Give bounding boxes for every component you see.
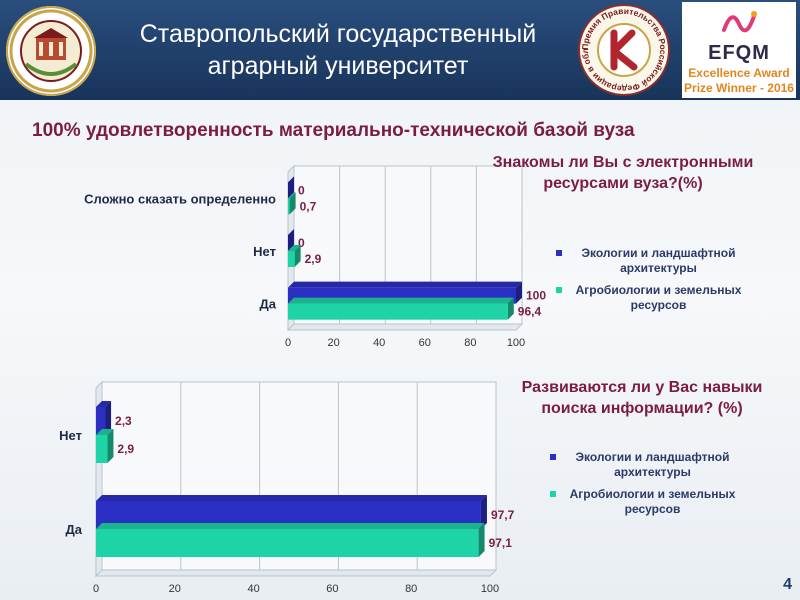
category-label: Да (260, 297, 277, 312)
chart1-title-line-1: Знакомы ли Вы с электронными (492, 154, 754, 171)
bar (96, 435, 108, 463)
legend-label-line: Экологии и ландшафтной (575, 450, 730, 464)
data-label: 0 (298, 236, 305, 250)
chart1-title-line-2: ресурсами вуза?(%) (543, 175, 703, 192)
x-tick-label: 80 (464, 337, 476, 349)
plot-floor (94, 569, 498, 577)
data-label: 2,9 (305, 252, 322, 266)
title-line-1: Ставропольский государственный (139, 20, 537, 48)
legend-label-line: Агробиологии и земельных (569, 487, 736, 501)
legend-swatch (556, 250, 562, 256)
legend-swatch (550, 491, 556, 497)
bar (288, 251, 295, 267)
chart1-legend: Экологии и ландшафтной архитектуры Агроб… (556, 246, 752, 320)
bar-top (288, 297, 514, 304)
data-label: 97,7 (491, 508, 515, 522)
chart2-title-line-2: поиска информации? (%) (541, 400, 743, 417)
bar (288, 303, 508, 320)
x-tick-label: 60 (326, 583, 338, 595)
bar-top (288, 245, 301, 251)
bar-top (96, 401, 112, 407)
bar-end (507, 297, 514, 320)
bar (96, 529, 479, 557)
x-tick-label: 100 (481, 583, 499, 595)
title-line-2: аграрный университет (207, 52, 469, 80)
quality-award-seal-icon: Премия Правительства Российской Федераци… (573, 0, 672, 97)
x-tick-label: 40 (247, 583, 259, 595)
x-tick-label: 60 (419, 337, 431, 349)
x-tick-label: 20 (327, 337, 339, 349)
data-label: 2,3 (115, 414, 132, 428)
chart2-title: Развиваются ли у Вас навыки поиска инфор… (492, 377, 792, 419)
chart2-legend-series-1: Экологии и ландшафтной архитектуры (550, 450, 746, 480)
bar-end (480, 495, 487, 529)
category-label: Нет (59, 428, 82, 443)
data-label: 96,4 (518, 305, 542, 319)
x-tick-label: 0 (93, 583, 99, 595)
category-label: Сложно сказать определенно (84, 191, 276, 206)
data-label: 0,7 (300, 199, 317, 213)
x-tick-label: 0 (285, 337, 291, 349)
category-label: Да (66, 522, 83, 537)
bar-end (294, 245, 301, 267)
bar-end (105, 401, 112, 435)
data-label: 97,1 (489, 536, 513, 550)
x-tick-label: 20 (169, 583, 181, 595)
chart2-legend-series-2: Агробиологии и земельных ресурсов (550, 487, 746, 517)
x-tick-label: 100 (507, 337, 525, 349)
data-label: 0 (298, 183, 305, 197)
data-label: 2,9 (117, 442, 134, 456)
efqm-logo-icon (722, 11, 757, 33)
bar-top (96, 495, 487, 501)
bar-end (288, 229, 294, 251)
efqm-award-line: Excellence Award (688, 66, 790, 80)
bar-end (478, 523, 485, 557)
chart2-legend: Экологии и ландшафтной архитектуры Агроб… (550, 450, 746, 524)
bar-top (288, 281, 522, 288)
chart-search-skills: 0 20 40 60 80 100 Нет 2,3 2,9 Да 97,7 97,1 (59, 380, 515, 595)
category-label: Нет (253, 244, 276, 259)
legend-label-line: ресурсов (630, 298, 687, 312)
chart-electronic-resources: 0 20 40 60 80 100 Сложно сказать определенно 0 0… (84, 164, 546, 349)
x-tick-label: 80 (405, 583, 417, 595)
legend-label-line: Экологии и ландшафтной (581, 246, 736, 260)
x-tick-label: 40 (373, 337, 385, 349)
bar-top (288, 192, 296, 199)
legend-label-line: Агробиологии и земельных (575, 283, 742, 297)
efqm-name: EFQM (708, 42, 770, 64)
bar-end (288, 176, 294, 199)
bar (288, 198, 290, 215)
university-title: Ставропольский государственный аграрный … (118, 18, 558, 82)
plot-floor (286, 323, 524, 331)
chart1-legend-series-2: Агробиологии и земельных ресурсов (556, 283, 752, 313)
page-number: 4 (783, 576, 792, 593)
legend-label-line: архитектуры (614, 465, 691, 479)
university-emblem-icon (6, 6, 96, 96)
efqm-prize-line: Prize Winner - 2016 (684, 81, 794, 95)
bar (96, 407, 106, 435)
legend-label-line: ресурсов (624, 502, 681, 516)
legend-label-line: архитектуры (620, 261, 697, 275)
bar-end (107, 429, 114, 463)
bar-top (96, 523, 485, 529)
chart1-title: Знакомы ли Вы с электронными ресурсами в… (468, 152, 778, 194)
slide-headline: 100% удовлетворенность материально-техни… (32, 120, 635, 141)
bar-top (96, 429, 114, 435)
chart1-legend-series-1: Экологии и ландшафтной архитектуры (556, 246, 752, 276)
slide-header: Ставропольский государственный аграрный … (0, 0, 800, 100)
data-label: 100 (526, 289, 546, 303)
legend-swatch (550, 454, 556, 460)
bar-end (289, 192, 296, 215)
bar-end (516, 281, 522, 304)
efqm-award-badge: EFQM Excellence Award Prize Winner - 201… (682, 2, 796, 98)
chart2-title-line-1: Развиваются ли у Вас навыки (521, 379, 763, 396)
legend-swatch (556, 287, 562, 293)
